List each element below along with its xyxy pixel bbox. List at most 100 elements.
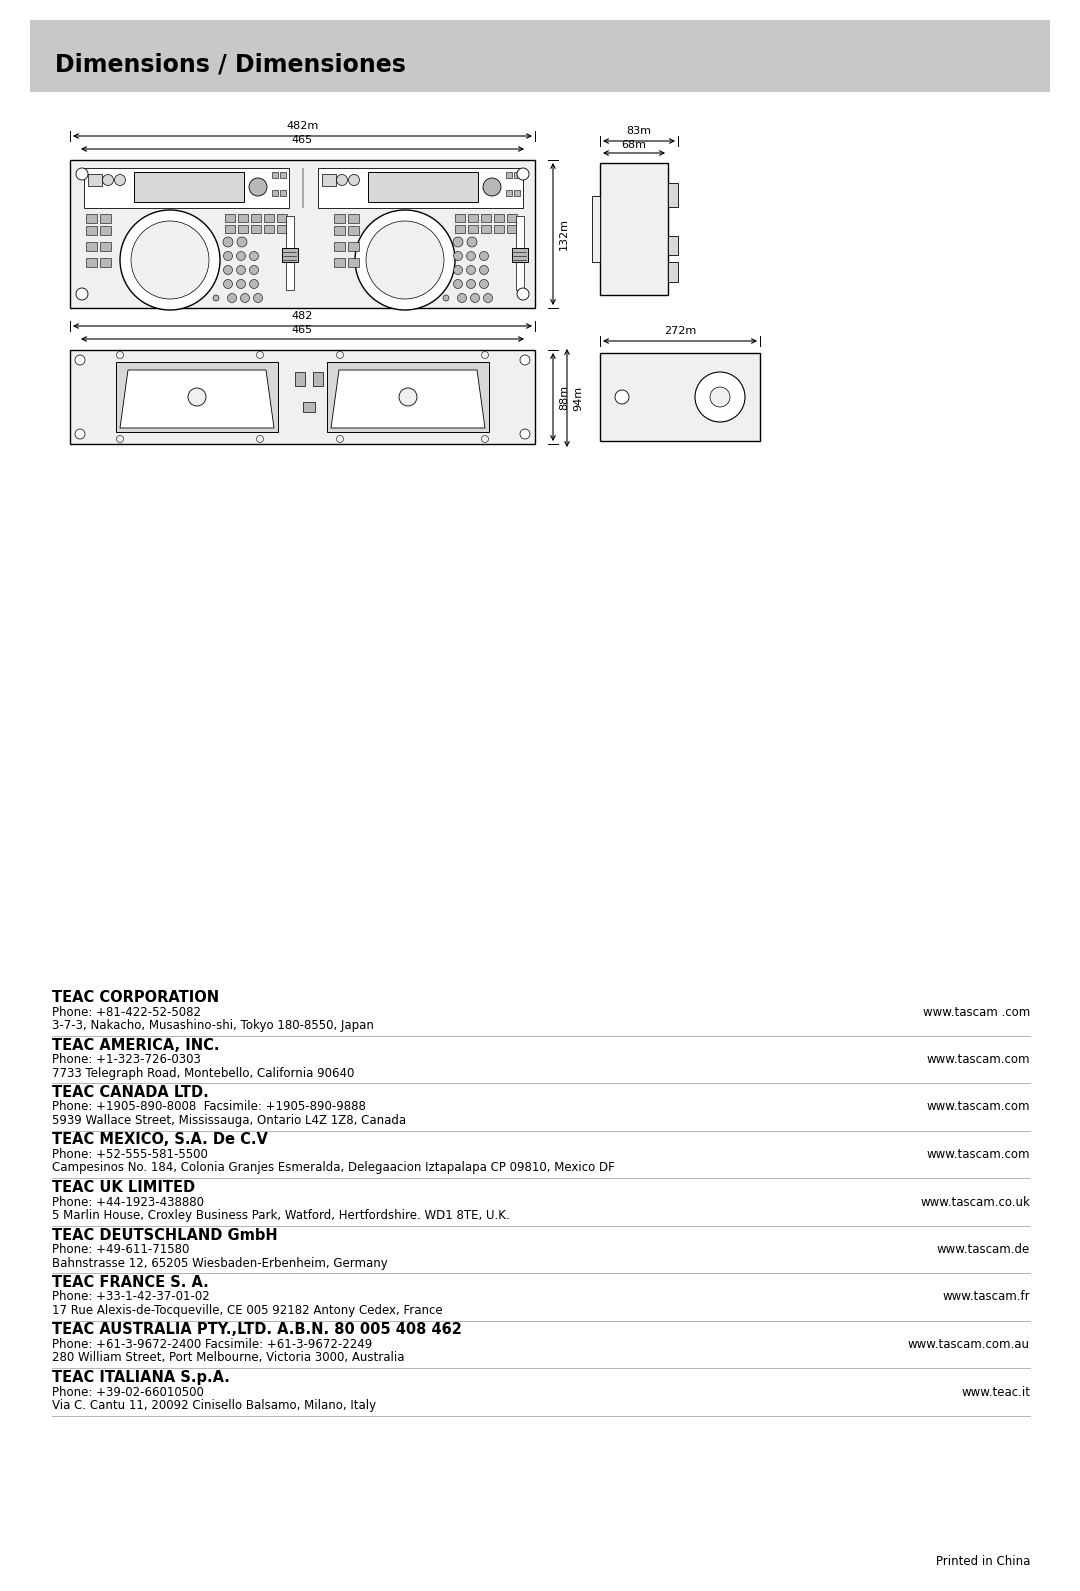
Text: 482m: 482m: [286, 121, 319, 130]
Bar: [348, 215, 359, 223]
Circle shape: [482, 352, 488, 358]
Circle shape: [337, 175, 348, 186]
Text: Printed in China: Printed in China: [935, 1554, 1030, 1569]
Bar: [327, 363, 489, 433]
Bar: [100, 226, 111, 235]
Text: 272m: 272m: [664, 326, 697, 336]
Circle shape: [453, 237, 463, 247]
Text: Phone: +1905-890-8008  Facsimile: +1905-890-9888: Phone: +1905-890-8008 Facsimile: +1905-8…: [52, 1101, 366, 1114]
Text: www.tascam.com: www.tascam.com: [927, 1149, 1030, 1161]
Ellipse shape: [366, 221, 444, 299]
Bar: [334, 258, 345, 267]
Circle shape: [480, 266, 488, 275]
Circle shape: [467, 251, 475, 261]
Bar: [468, 224, 478, 232]
Circle shape: [615, 390, 629, 404]
Text: 3-7-3, Nakacho, Musashino-shi, Tokyo 180-8550, Japan: 3-7-3, Nakacho, Musashino-shi, Tokyo 180…: [52, 1018, 374, 1033]
Bar: [280, 189, 286, 196]
Bar: [481, 215, 491, 223]
Bar: [512, 248, 528, 263]
Text: 280 William Street, Port Melbourne, Victoria 3000, Australia: 280 William Street, Port Melbourne, Vict…: [52, 1351, 405, 1365]
Circle shape: [454, 280, 462, 288]
Bar: [116, 363, 278, 433]
Bar: [313, 372, 323, 387]
Bar: [70, 350, 535, 444]
Text: TEAC FRANCE S. A.: TEAC FRANCE S. A.: [52, 1274, 208, 1290]
Circle shape: [696, 372, 745, 422]
Circle shape: [484, 293, 492, 302]
Bar: [86, 226, 97, 235]
Bar: [494, 224, 504, 232]
Bar: [318, 169, 523, 208]
Text: 5 Marlin House, Croxley Business Park, Watford, Hertfordshire. WD1 8TE, U.K.: 5 Marlin House, Croxley Business Park, W…: [52, 1209, 510, 1222]
Text: Phone: +39-02-66010500: Phone: +39-02-66010500: [52, 1386, 204, 1398]
Circle shape: [188, 388, 206, 406]
Bar: [86, 215, 97, 223]
Text: 5939 Wallace Street, Mississauga, Ontario L4Z 1Z8, Canada: 5939 Wallace Street, Mississauga, Ontari…: [52, 1114, 406, 1126]
Bar: [86, 242, 97, 251]
Circle shape: [349, 175, 360, 186]
Bar: [100, 242, 111, 251]
Text: Phone: +44-1923-438880: Phone: +44-1923-438880: [52, 1195, 204, 1209]
Bar: [481, 224, 491, 232]
Circle shape: [224, 280, 232, 288]
Circle shape: [254, 293, 262, 302]
Bar: [507, 172, 512, 178]
Bar: [455, 215, 465, 223]
Bar: [280, 172, 286, 178]
Circle shape: [458, 293, 467, 302]
Text: www.tascam .com: www.tascam .com: [922, 1006, 1030, 1018]
Bar: [348, 226, 359, 235]
Circle shape: [249, 266, 258, 275]
Text: Dimensions / Dimensiones: Dimensions / Dimensiones: [55, 53, 406, 76]
Text: 465: 465: [292, 135, 313, 145]
Text: www.teac.it: www.teac.it: [961, 1386, 1030, 1398]
Text: 68m: 68m: [621, 140, 647, 150]
Circle shape: [257, 436, 264, 442]
Bar: [272, 189, 278, 196]
Bar: [276, 224, 287, 232]
Text: 465: 465: [292, 325, 313, 336]
Bar: [276, 215, 287, 223]
Text: 88m: 88m: [559, 385, 569, 409]
Text: 7733 Telegraph Road, Montebello, California 90640: 7733 Telegraph Road, Montebello, Califor…: [52, 1066, 354, 1080]
Circle shape: [75, 355, 85, 364]
Circle shape: [114, 175, 125, 186]
Bar: [272, 172, 278, 178]
Circle shape: [482, 436, 488, 442]
Bar: [468, 215, 478, 223]
Text: TEAC CORPORATION: TEAC CORPORATION: [52, 990, 219, 1006]
Bar: [334, 215, 345, 223]
Bar: [334, 242, 345, 251]
Circle shape: [517, 169, 529, 180]
Circle shape: [249, 178, 267, 196]
Bar: [225, 224, 235, 232]
Bar: [507, 224, 517, 232]
Bar: [302, 169, 303, 208]
Circle shape: [237, 266, 245, 275]
Bar: [286, 216, 294, 290]
Circle shape: [337, 436, 343, 442]
Circle shape: [480, 251, 488, 261]
Bar: [70, 161, 535, 309]
Circle shape: [75, 430, 85, 439]
Text: TEAC DEUTSCHLAND GmbH: TEAC DEUTSCHLAND GmbH: [52, 1228, 278, 1243]
Circle shape: [237, 251, 245, 261]
Circle shape: [237, 280, 245, 288]
Bar: [507, 189, 512, 196]
Circle shape: [710, 387, 730, 407]
Bar: [348, 242, 359, 251]
Polygon shape: [330, 371, 485, 428]
Text: TEAC AMERICA, INC.: TEAC AMERICA, INC.: [52, 1037, 219, 1053]
Bar: [238, 224, 248, 232]
Text: Phone: +81-422-52-5082: Phone: +81-422-52-5082: [52, 1006, 201, 1018]
Circle shape: [249, 251, 258, 261]
Circle shape: [213, 294, 219, 301]
Bar: [455, 224, 465, 232]
Circle shape: [228, 293, 237, 302]
Text: TEAC MEXICO, S.A. De C.V: TEAC MEXICO, S.A. De C.V: [52, 1133, 268, 1147]
Text: Via C. Cantu 11, 20092 Cinisello Balsamo, Milano, Italy: Via C. Cantu 11, 20092 Cinisello Balsamo…: [52, 1398, 376, 1411]
Text: www.tascam.com: www.tascam.com: [927, 1101, 1030, 1114]
Bar: [514, 189, 519, 196]
Text: www.tascam.fr: www.tascam.fr: [943, 1290, 1030, 1303]
